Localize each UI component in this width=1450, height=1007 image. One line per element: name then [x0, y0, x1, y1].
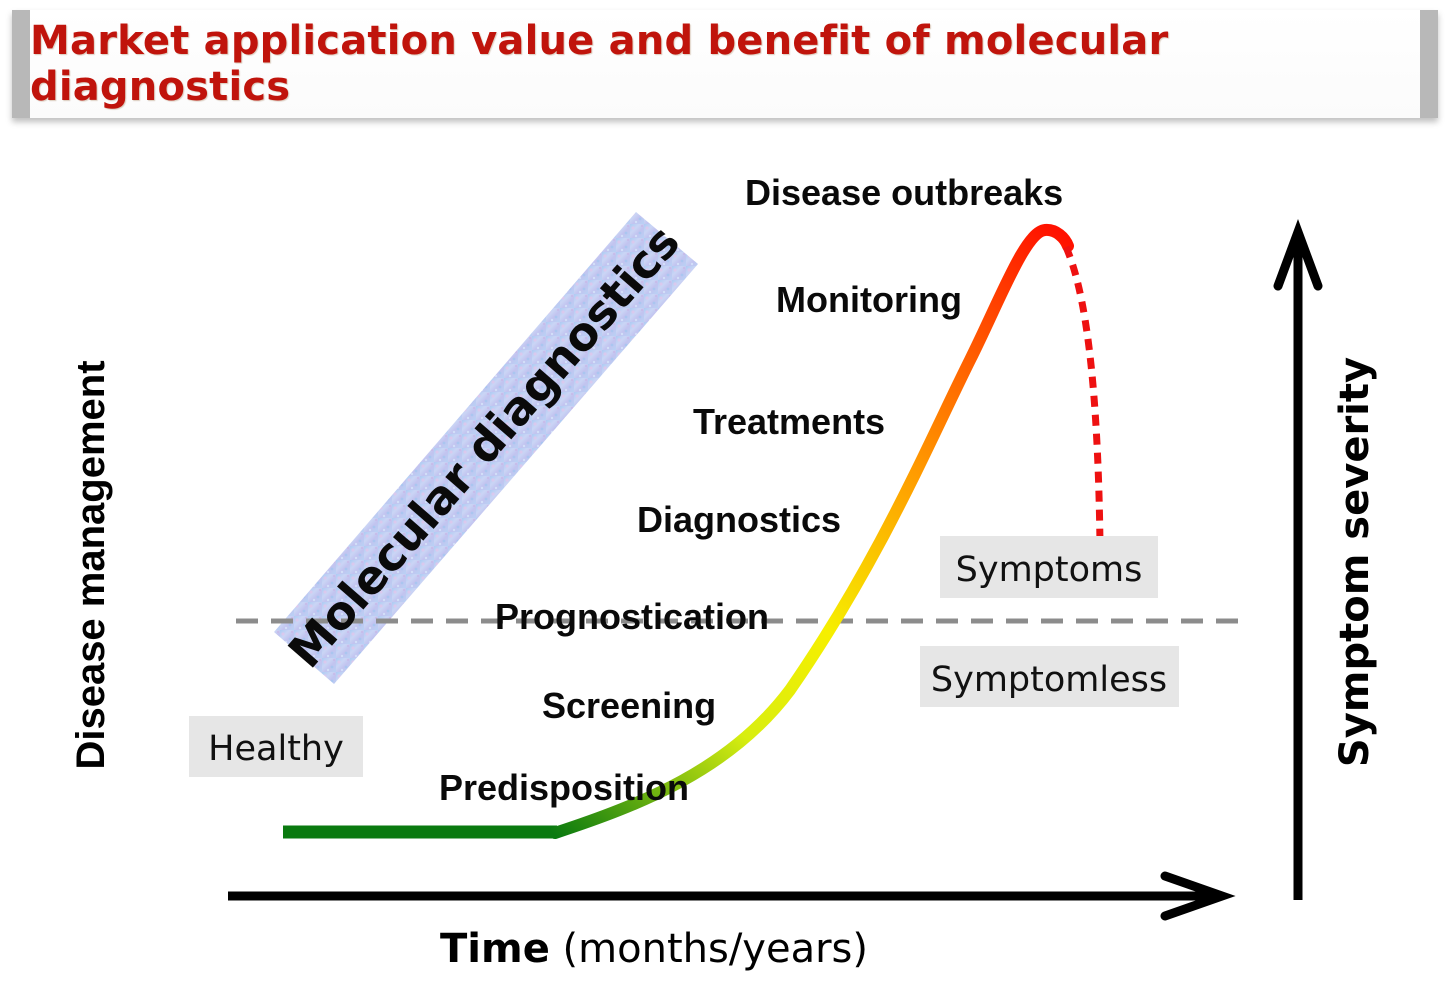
stage-predisposition: Predisposition — [439, 767, 689, 808]
stage-diagnostics: Diagnostics — [637, 499, 841, 540]
time-axis-label-unit: (months/years) — [550, 926, 868, 972]
stage-treatments: Treatments — [693, 401, 885, 442]
stage-disease-outbreaks: Disease outbreaks — [745, 172, 1063, 213]
time-axis-arrow — [228, 871, 1236, 921]
symptom-severity-label: Symptom severity — [1332, 357, 1378, 767]
healthy-box: Healthy — [189, 716, 363, 777]
symptoms-box: Symptoms — [940, 536, 1158, 598]
time-axis-label: Time (months/years) — [440, 926, 868, 972]
symptomless-box: Symptomless — [920, 646, 1179, 707]
time-axis-label-bold: Time — [440, 926, 550, 972]
symptoms-box-label: Symptoms — [956, 550, 1143, 590]
disease-progression-curve — [549, 223, 1074, 839]
stage-monitoring: Monitoring — [776, 279, 962, 320]
stage-prognostication: Prognostication — [495, 596, 769, 637]
symptomless-box-label: Symptomless — [931, 660, 1167, 700]
disease-management-label: Disease management — [69, 360, 113, 769]
stage-screening: Screening — [542, 685, 716, 726]
molecular-diagnostics-band — [274, 212, 698, 684]
symptom-decline-dotted-curve — [1062, 245, 1104, 546]
healthy-box-label: Healthy — [208, 729, 344, 769]
title-banner: Market application value and benefit of … — [12, 10, 1438, 118]
diagram-title: Market application value and benefit of … — [30, 18, 1169, 110]
symptom-severity-arrow — [1273, 219, 1323, 900]
